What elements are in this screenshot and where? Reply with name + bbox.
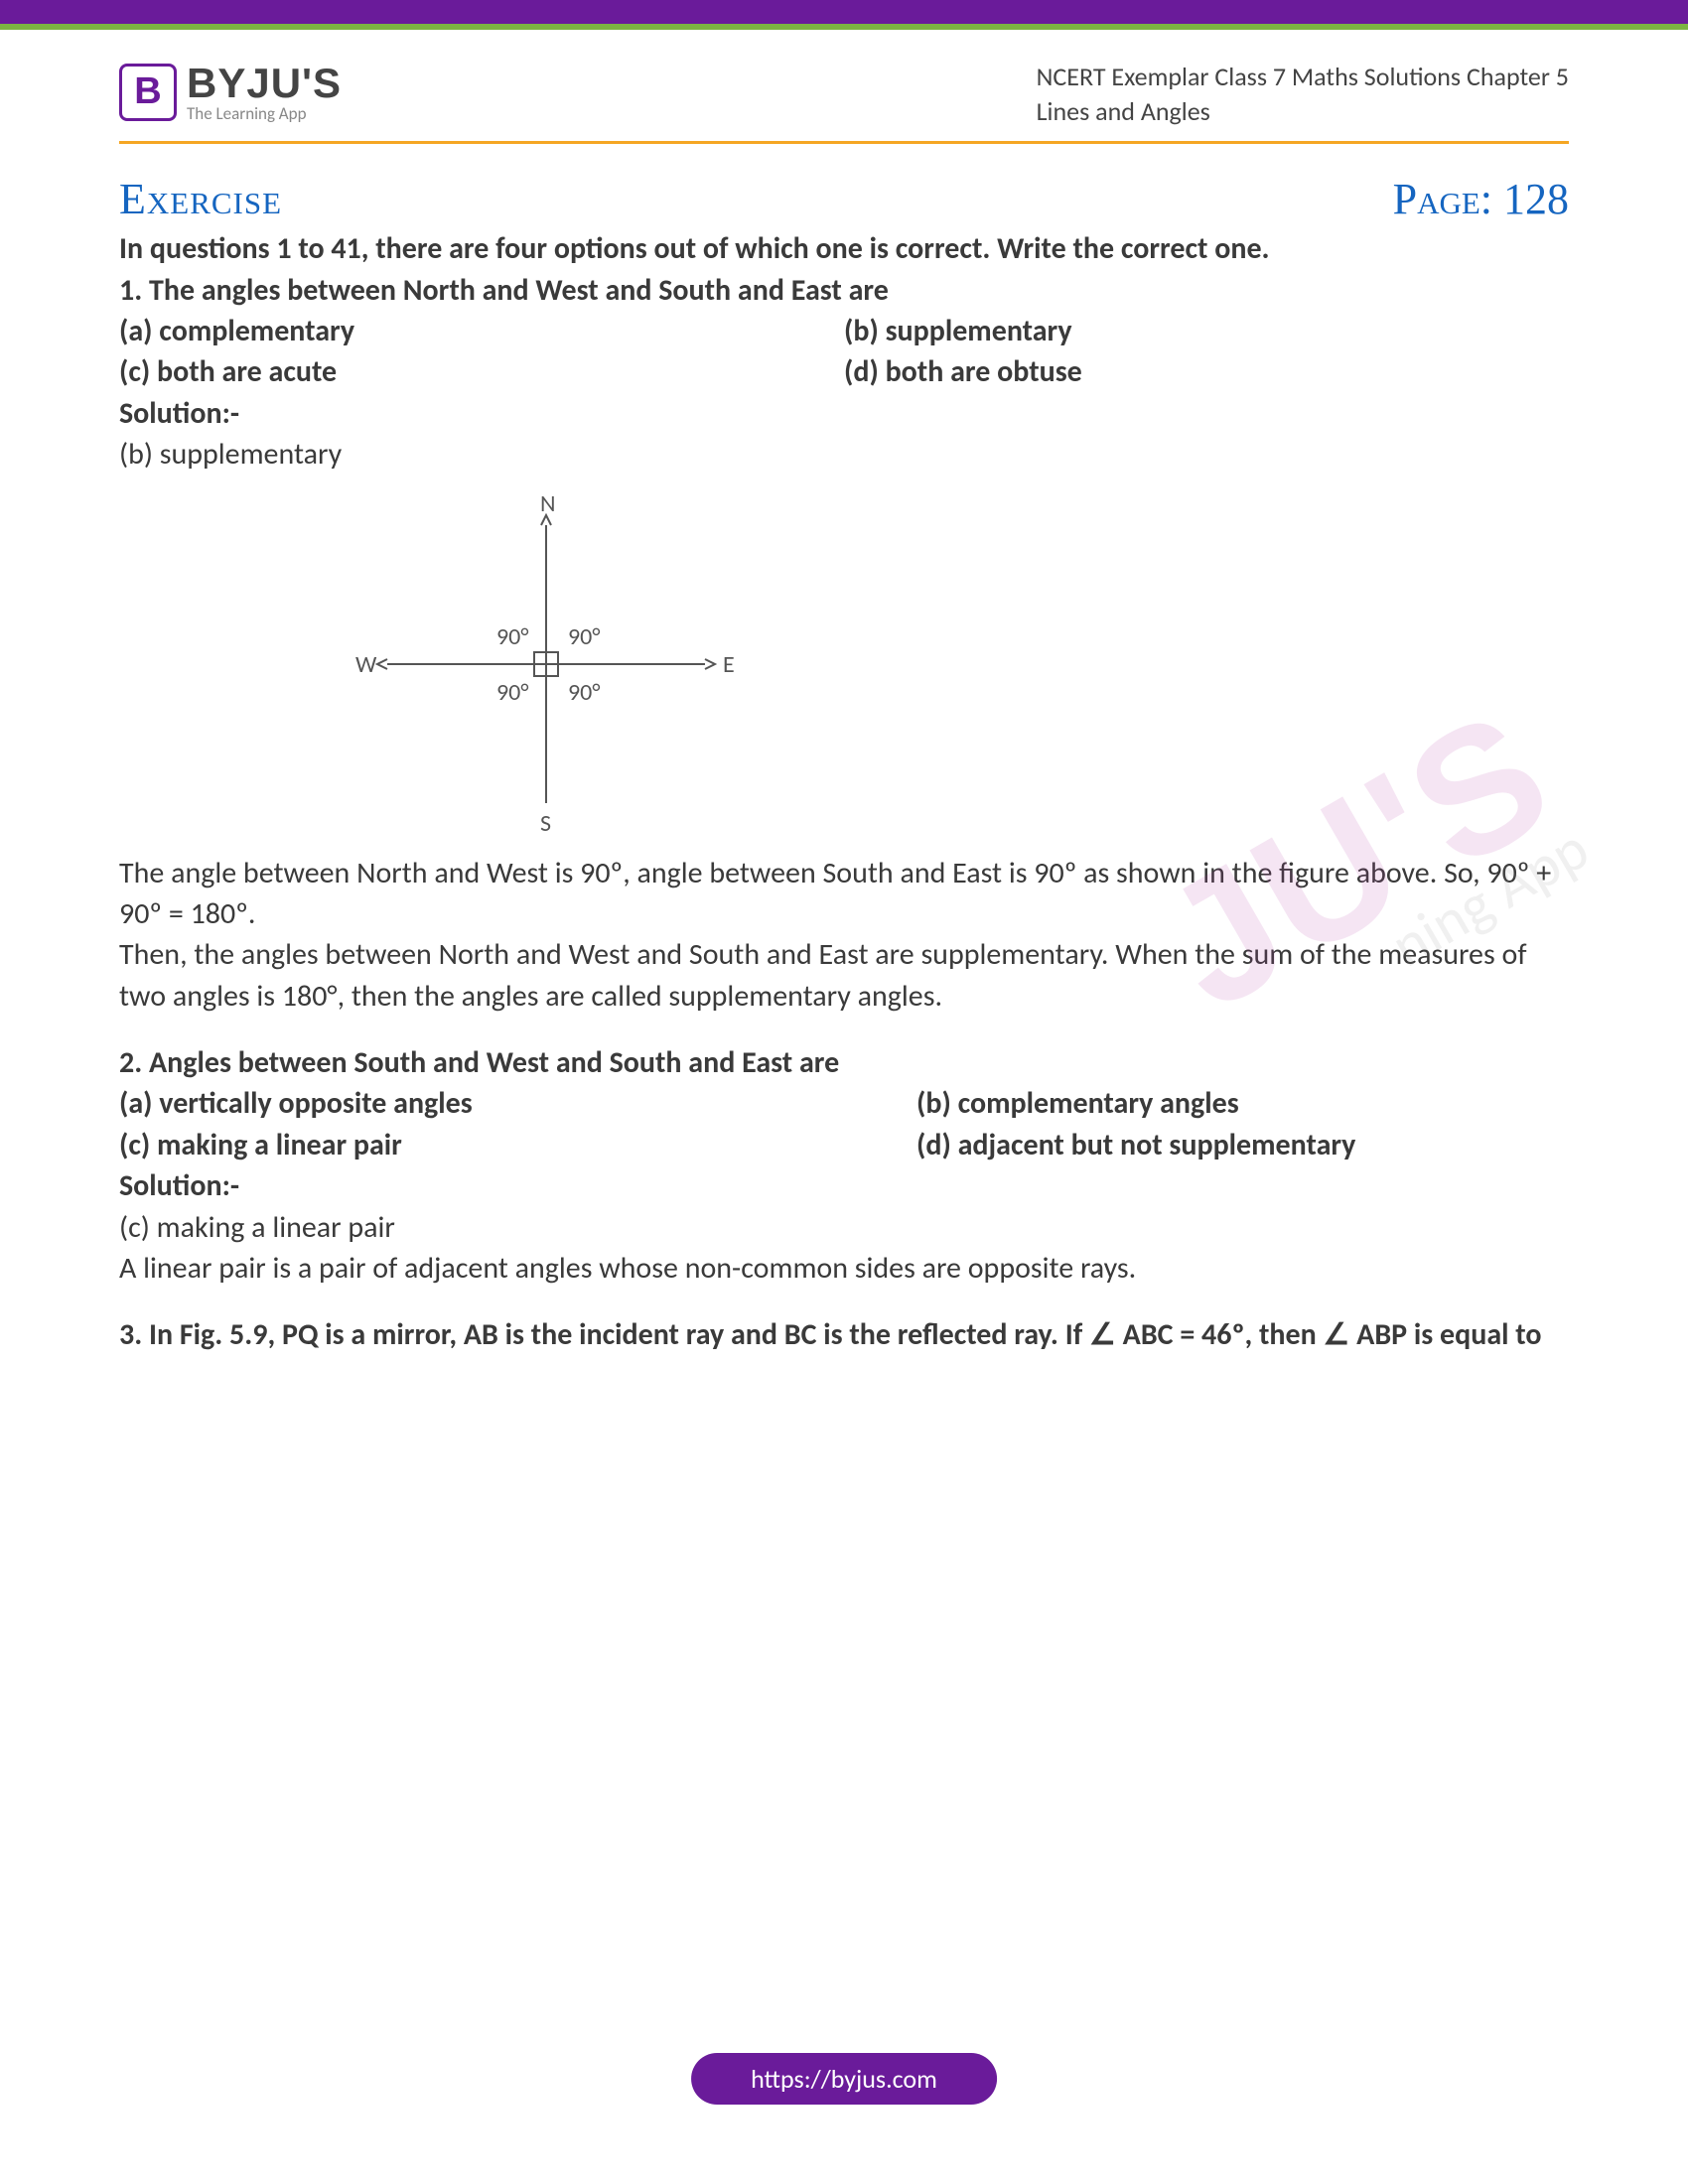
- dir-s: S: [540, 809, 551, 838]
- logo-main-text: BYJU'S: [187, 60, 342, 107]
- dir-n: N: [540, 489, 556, 518]
- angle-nw: 90°: [496, 622, 528, 651]
- header-right: NCERT Exemplar Class 7 Maths Solutions C…: [1037, 60, 1569, 129]
- q1-solution-label: Solution:-: [119, 393, 1569, 434]
- q2-expl: A linear pair is a pair of adjacent angl…: [119, 1248, 1569, 1289]
- page-content: B BYJU'S The Learning App NCERT Exemplar…: [0, 30, 1688, 1356]
- q2-opt-b: (b) complementary angles: [916, 1083, 1569, 1124]
- q3-text: 3. In Fig. 5.9, PQ is a mirror, AB is th…: [119, 1314, 1569, 1355]
- section-row: Exercise Page: 128: [119, 174, 1569, 224]
- dir-e: E: [723, 650, 735, 679]
- q1-text: 1. The angles between North and West and…: [119, 270, 1569, 311]
- compass-diagram: N S E W 90° 90° 90° 90°: [318, 485, 774, 843]
- q1-opt-a: (a) complementary: [119, 311, 844, 351]
- q1-opt-d: (d) both are obtuse: [844, 351, 1569, 392]
- q1-opt-b: (b) supplementary: [844, 311, 1569, 351]
- dir-w: W: [355, 650, 377, 679]
- footer-url-pill[interactable]: https://byjus.com: [691, 2053, 997, 2105]
- logo-text-block: BYJU'S The Learning App: [187, 60, 342, 124]
- page-number-label: Page: 128: [1393, 174, 1569, 224]
- q2-opt-d: (d) adjacent but not supplementary: [916, 1125, 1569, 1165]
- header-line1: NCERT Exemplar Class 7 Maths Solutions C…: [1037, 60, 1569, 94]
- q2-options: (a) vertically opposite angles (b) compl…: [119, 1083, 1569, 1165]
- compass-svg: N S E W 90° 90° 90° 90°: [318, 485, 774, 843]
- q2-text: 2. Angles between South and West and Sou…: [119, 1042, 1569, 1083]
- angle-se: 90°: [568, 678, 600, 707]
- q2-opt-a: (a) vertically opposite angles: [119, 1083, 916, 1124]
- intro-text: In questions 1 to 41, there are four opt…: [119, 228, 1569, 269]
- q1-answer: (b) supplementary: [119, 434, 1569, 475]
- logo-icon: B: [119, 64, 177, 121]
- angle-sw: 90°: [496, 678, 528, 707]
- page-header: B BYJU'S The Learning App NCERT Exemplar…: [119, 60, 1569, 144]
- q2-solution-label: Solution:-: [119, 1165, 1569, 1206]
- q1-options: (a) complementary (b) supplementary (c) …: [119, 311, 1569, 393]
- q2-opt-c: (c) making a linear pair: [119, 1125, 916, 1165]
- exercise-title: Exercise: [119, 174, 282, 224]
- q1-expl2: Then, the angles between North and West …: [119, 934, 1569, 1017]
- angle-ne: 90°: [568, 622, 600, 651]
- q1-opt-c: (c) both are acute: [119, 351, 844, 392]
- q1-expl1: The angle between North and West is 90º,…: [119, 853, 1569, 935]
- logo-block: B BYJU'S The Learning App: [119, 60, 342, 124]
- header-line2: Lines and Angles: [1037, 94, 1569, 129]
- q2-answer: (c) making a linear pair: [119, 1207, 1569, 1248]
- top-purple-bar: [0, 0, 1688, 24]
- content-body: In questions 1 to 41, there are four opt…: [119, 228, 1569, 1356]
